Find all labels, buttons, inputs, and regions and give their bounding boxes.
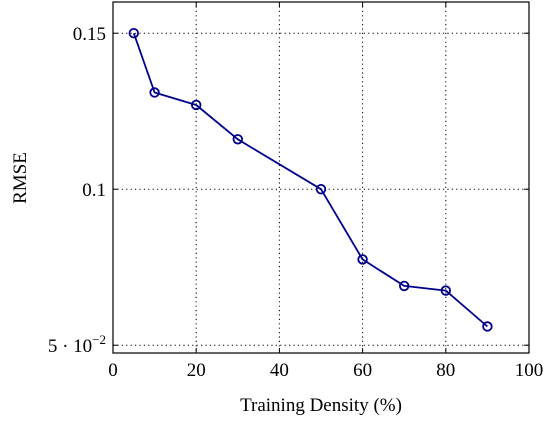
series-line xyxy=(132,32,488,328)
grid-lines xyxy=(113,2,529,353)
data-point xyxy=(357,254,368,265)
data-point xyxy=(190,99,202,111)
y-tick-label: 0.15 xyxy=(73,24,106,45)
x-tick-label: 40 xyxy=(270,360,289,381)
y-tick-label: 0.1 xyxy=(82,180,106,201)
data-point xyxy=(315,183,327,195)
x-axis-title: Training Density (%) xyxy=(240,395,402,416)
x-tick-label: 0 xyxy=(108,360,118,381)
data-series xyxy=(128,28,493,332)
y-tick-label: 5 · 10−2 xyxy=(48,332,106,357)
x-tick-label: 80 xyxy=(436,360,455,381)
x-tick-labels: 0 20 40 60 80 100 xyxy=(108,360,543,381)
plot-frame xyxy=(112,1,530,354)
data-point xyxy=(399,280,410,292)
data-point xyxy=(440,285,452,296)
y-tick-labels: 5 · 10−2 0.1 0.15 xyxy=(48,24,106,357)
data-point xyxy=(232,134,244,145)
x-tick-label: 20 xyxy=(187,360,206,381)
y-axis-title: RMSE xyxy=(10,152,31,204)
data-point xyxy=(149,87,160,98)
tick-marks xyxy=(112,2,530,353)
data-point xyxy=(482,321,493,332)
x-tick-label: 100 xyxy=(515,360,544,381)
x-tick-label: 60 xyxy=(353,360,372,381)
data-point xyxy=(128,28,140,39)
